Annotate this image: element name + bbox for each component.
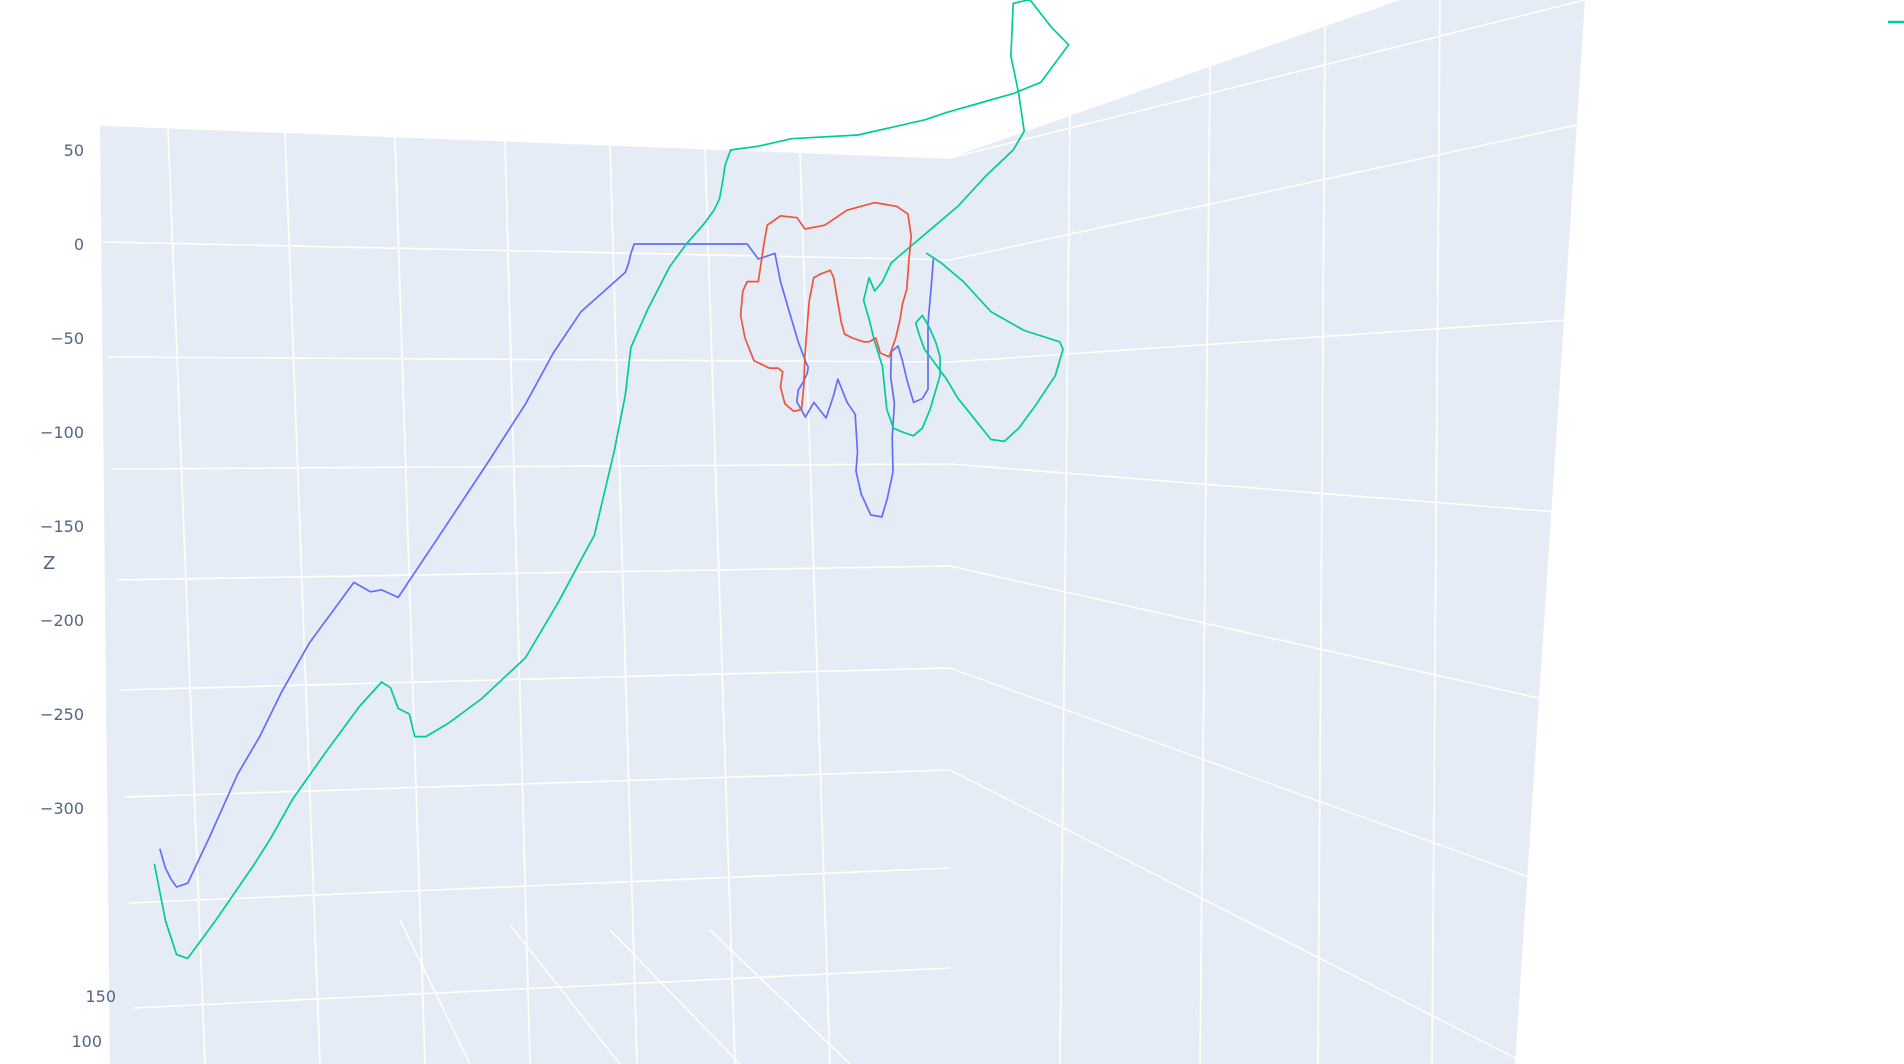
scene-grid [99,0,1586,1064]
series-line-2[interactable] [739,201,913,413]
grid-line [609,929,741,1064]
grid-line [709,929,851,1064]
grid-line [609,144,638,1064]
grid-line [704,148,736,1064]
z-tick-label: 0 [74,235,84,254]
grid-line [1199,66,1211,1064]
y-tick-label: 150 [85,987,116,1006]
grid-line [949,565,1548,701]
grid-line [1431,0,1441,1064]
grid-line [504,140,531,1064]
z-tick-label: −100 [40,423,84,442]
grid-line [167,127,206,1064]
z-tick-label: −250 [40,705,84,724]
series-line-1[interactable] [153,0,1070,960]
grid-line [799,152,831,1064]
right-wall [950,0,1585,1064]
grid-line [949,667,1538,881]
y-tick-label: 100 [71,1032,102,1051]
grid-line [394,136,426,1064]
z-tick-label: −50 [50,329,84,348]
grid-line [284,131,321,1064]
grid-line [949,319,1568,363]
grid-line [399,919,471,1064]
z-tick-label: −150 [40,517,84,536]
y-axis-ticks: 150 100 [71,987,116,1051]
z-tick-label: −200 [40,611,84,630]
grid-line [949,463,1558,513]
grid-line [99,124,951,159]
grid-line [120,667,951,691]
grid-line [949,0,1586,159]
grid-line [509,924,621,1064]
grid-line [1317,26,1326,1064]
grid-line [116,565,951,581]
traces [153,0,1070,960]
grid-line [949,769,1528,1064]
z-tick-label: −300 [40,799,84,818]
grid-line [128,867,951,904]
grid-line [1059,115,1071,1064]
scene-panes [100,0,1585,1064]
grid-line [132,967,951,1009]
grid-line [102,241,951,261]
z-axis-title: Z [43,553,55,574]
grid-line [124,769,951,798]
grid-line [949,124,1578,261]
z-tick-label: 50 [64,141,84,160]
grid-line [106,356,951,363]
z-axis-ticks: 50 0 −50 −100 −150 −200 −250 −300 [40,141,84,818]
